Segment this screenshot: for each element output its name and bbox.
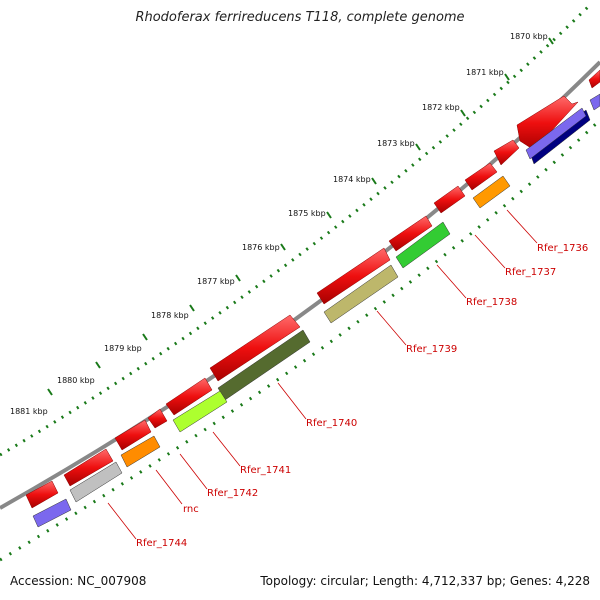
scale-label: 1881 kbp [10,407,48,416]
scale-tick: 1873 kbp [377,139,421,151]
gene-label[interactable]: Rfer_1739 [406,344,457,355]
scale-tick: 1870 kbp [510,32,554,45]
scale-tick: 1881 kbp [10,388,53,416]
genome-backbone [0,60,600,510]
scale-tick: 1874 kbp [333,175,377,185]
scale-label: 1872 kbp [422,103,460,112]
scale-label: 1878 kbp [151,311,189,320]
gene-block[interactable] [69,461,123,503]
gene-annotation: Rfer_1744 [107,502,187,549]
map-title: Rhodoferax ferrireducens T118, complete … [135,10,465,25]
gene-arrow[interactable] [25,480,59,509]
gene-block[interactable] [32,498,72,528]
gene-annotation: Rfer_1741 [212,431,291,476]
gene-annotation: rnc [155,469,199,515]
gene-annotation: Rfer_1737 [474,234,556,278]
gene-block[interactable] [525,107,587,160]
scale-label: 1876 kbp [242,243,280,252]
reverse-gene-track [32,93,600,528]
gene-block[interactable] [323,264,399,324]
scale-label: 1877 kbp [197,277,235,286]
scale-tick: 1880 kbp [57,361,101,385]
gene-block[interactable] [395,221,451,269]
gene-arrow[interactable] [63,448,114,487]
gene-block[interactable] [120,435,161,468]
gene-annotation: Rfer_1736 [506,209,588,254]
gene-annotation: Rfer_1742 [179,453,258,499]
gene-arrow[interactable] [433,185,466,214]
gene-arrow[interactable] [516,95,579,151]
forward-gene-track [25,69,600,509]
scale-tick: 1878 kbp [151,304,195,320]
scale-label: 1879 kbp [104,344,142,353]
gene-arrow[interactable] [388,215,433,252]
gene-label[interactable]: Rfer_1738 [466,297,517,308]
gene-arrow[interactable] [209,314,301,382]
gene-label[interactable]: Rfer_1737 [505,267,556,278]
gene-arrow[interactable] [165,377,213,416]
gene-arrow[interactable] [588,69,600,89]
gene-arrow[interactable] [114,419,152,451]
scale-tick: 1876 kbp [242,243,286,252]
accession-text: Accession: NC_007908 [10,574,147,588]
scale-label: 1880 kbp [57,376,95,385]
gene-block[interactable] [589,93,600,111]
gene-arrow[interactable] [464,162,498,191]
scale-tick: 1871 kbp [466,68,510,81]
scale-label: 1870 kbp [510,32,548,41]
gene-block[interactable] [172,390,228,433]
genome-summary-text: Topology: circular; Length: 4,712,337 bp… [260,574,590,588]
scale-tick: 1872 kbp [422,103,466,117]
gene-label[interactable]: Rfer_1742 [207,488,258,499]
gene-annotation: Rfer_1740 [277,382,357,429]
gene-label[interactable]: rnc [183,504,199,515]
scale-ring [0,3,592,457]
gene-annotation: Rfer_1738 [436,264,517,308]
scale-label: 1875 kbp [288,209,326,218]
scale-tick: 1879 kbp [104,333,148,353]
scale-tick: 1877 kbp [197,274,241,286]
scale-label: 1874 kbp [333,175,371,184]
scale-label: 1873 kbp [377,139,415,148]
inner-tick-ring [0,118,600,562]
gene-arrow[interactable] [493,139,520,166]
gene-arrow[interactable] [316,247,391,305]
scale-label: 1871 kbp [466,68,504,77]
scale-tick: 1875 kbp [288,209,332,219]
gene-label[interactable]: Rfer_1736 [537,243,588,254]
gene-block[interactable] [472,175,511,209]
gene-arrow[interactable] [147,408,168,429]
gene-label[interactable]: Rfer_1741 [240,465,291,476]
gene-label[interactable]: Rfer_1744 [136,538,187,549]
gene-annotation: Rfer_1739 [376,310,457,355]
gene-label[interactable]: Rfer_1740 [306,418,357,429]
